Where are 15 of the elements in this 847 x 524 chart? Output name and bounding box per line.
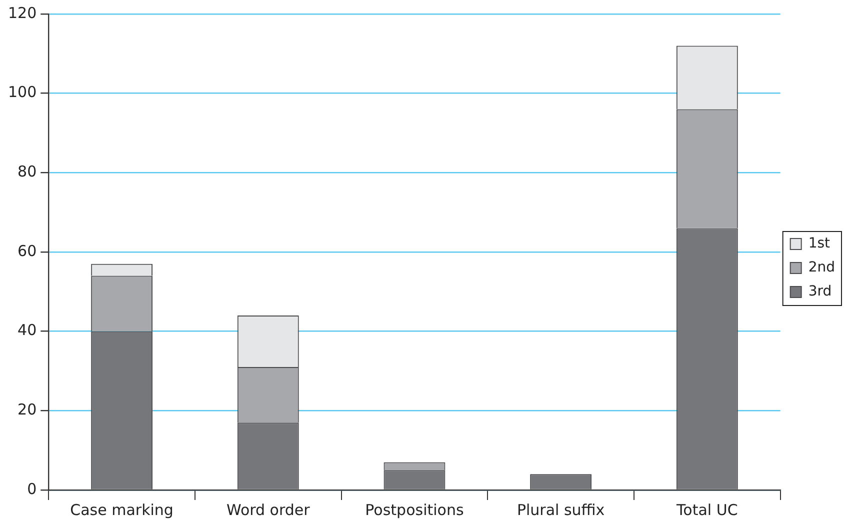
- x-tick-label: Plural suffix: [516, 500, 605, 519]
- y-tick-label: 40: [18, 321, 37, 340]
- y-tick-label: 0: [27, 480, 37, 498]
- legend-label: 3rd: [808, 284, 832, 300]
- y-tick-label: 80: [18, 162, 37, 181]
- x-tick-label: Case marking: [70, 500, 174, 519]
- y-tick-label: 60: [18, 242, 37, 260]
- x-tick-label: Postpositions: [365, 500, 464, 519]
- y-tick-label: 20: [18, 400, 37, 419]
- legend-label: 1st: [808, 236, 831, 252]
- legend-label: 2nd: [808, 260, 836, 276]
- y-tick-label: 120: [8, 4, 37, 22]
- x-tick-label: Total UC: [676, 500, 738, 519]
- y-tick-label: 100: [8, 83, 37, 102]
- x-tick-label: Word order: [226, 500, 311, 519]
